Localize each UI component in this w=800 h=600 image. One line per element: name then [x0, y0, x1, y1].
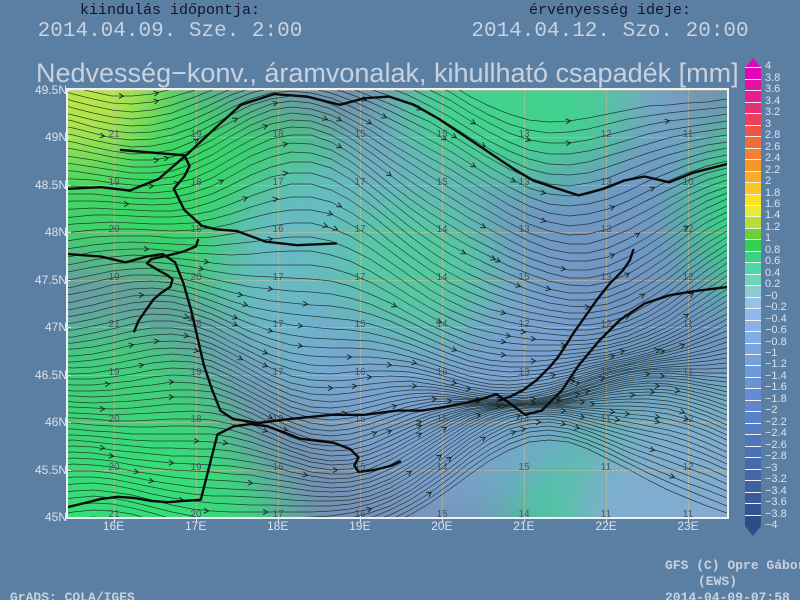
svg-text:17: 17 — [354, 224, 366, 235]
svg-text:19: 19 — [190, 90, 202, 93]
svg-text:20: 20 — [108, 224, 120, 235]
svg-text:12: 12 — [600, 129, 612, 140]
svg-text:13: 13 — [518, 367, 530, 378]
svg-text:12: 12 — [682, 224, 694, 235]
svg-text:15: 15 — [436, 129, 448, 140]
svg-text:15: 15 — [436, 414, 448, 425]
svg-text:12: 12 — [600, 367, 612, 378]
svg-text:18: 18 — [272, 129, 284, 140]
svg-text:18: 18 — [190, 177, 202, 188]
svg-text:18: 18 — [190, 414, 202, 425]
svg-text:17: 17 — [272, 177, 284, 188]
svg-text:20: 20 — [108, 414, 120, 425]
svg-text:16: 16 — [354, 367, 366, 378]
svg-text:14: 14 — [518, 414, 530, 425]
svg-text:15: 15 — [436, 90, 448, 93]
svg-text:14: 14 — [436, 224, 448, 235]
svg-text:12: 12 — [682, 414, 694, 425]
svg-text:13: 13 — [518, 129, 530, 140]
svg-text:17: 17 — [272, 367, 284, 378]
svg-text:20: 20 — [190, 272, 202, 283]
svg-text:15: 15 — [436, 177, 448, 188]
svg-text:14: 14 — [436, 272, 448, 283]
svg-text:11: 11 — [683, 319, 694, 330]
svg-text:11: 11 — [683, 90, 694, 93]
svg-text:17: 17 — [354, 272, 366, 283]
svg-text:15: 15 — [518, 272, 530, 283]
svg-text:15: 15 — [518, 462, 530, 473]
svg-text:15: 15 — [518, 90, 530, 93]
svg-text:17: 17 — [354, 90, 366, 93]
svg-text:19: 19 — [108, 272, 120, 283]
svg-text:11: 11 — [683, 367, 694, 378]
svg-text:12: 12 — [682, 272, 694, 283]
svg-text:11: 11 — [601, 414, 612, 425]
svg-text:21: 21 — [108, 129, 120, 140]
svg-text:12: 12 — [518, 319, 530, 330]
svg-text:11: 11 — [601, 462, 612, 473]
svg-text:12: 12 — [682, 462, 694, 473]
svg-text:17: 17 — [354, 177, 366, 188]
svg-text:19: 19 — [108, 367, 120, 378]
svg-text:17: 17 — [272, 319, 284, 330]
svg-text:13: 13 — [600, 224, 612, 235]
svg-text:10: 10 — [682, 177, 694, 188]
svg-text:18: 18 — [272, 90, 284, 93]
svg-text:13: 13 — [518, 224, 530, 235]
svg-text:19: 19 — [108, 177, 120, 188]
svg-text:19: 19 — [190, 129, 202, 140]
svg-text:15: 15 — [354, 129, 366, 140]
svg-text:19: 19 — [190, 462, 202, 473]
svg-text:20: 20 — [108, 90, 120, 93]
svg-text:17: 17 — [272, 272, 284, 283]
svg-text:19: 19 — [190, 367, 202, 378]
svg-text:21: 21 — [108, 319, 120, 330]
svg-text:20: 20 — [108, 462, 120, 473]
svg-text:16: 16 — [272, 224, 284, 235]
svg-text:16: 16 — [272, 462, 284, 473]
svg-text:14: 14 — [436, 319, 448, 330]
svg-text:14: 14 — [436, 462, 448, 473]
svg-text:11: 11 — [683, 129, 694, 140]
svg-text:16: 16 — [436, 367, 448, 378]
svg-text:15: 15 — [354, 319, 366, 330]
svg-text:11: 11 — [601, 90, 612, 93]
